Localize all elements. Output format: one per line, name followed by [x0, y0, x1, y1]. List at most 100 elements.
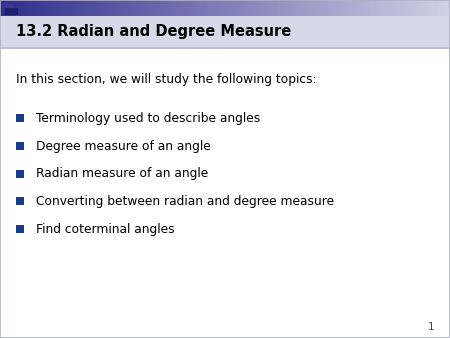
Bar	[230, 0, 232, 16]
Bar	[225, 0, 227, 16]
Bar	[142, 0, 144, 16]
Bar	[425, 0, 428, 16]
Bar	[274, 0, 277, 16]
Bar	[119, 0, 122, 16]
Bar	[124, 0, 126, 16]
Bar	[144, 0, 146, 16]
Bar	[166, 0, 169, 16]
Bar	[133, 0, 135, 16]
Bar	[299, 0, 302, 16]
Bar	[205, 0, 207, 16]
Bar	[333, 0, 335, 16]
Bar	[238, 0, 241, 16]
Bar	[367, 0, 369, 16]
Bar	[187, 0, 189, 16]
Bar	[227, 0, 230, 16]
Bar	[322, 0, 324, 16]
Bar	[4, 4, 13, 7]
Bar	[310, 0, 313, 16]
Bar	[448, 0, 450, 16]
Bar	[338, 0, 340, 16]
Bar	[115, 0, 117, 16]
Bar	[9, 0, 11, 16]
Bar	[281, 0, 284, 16]
Text: Degree measure of an angle: Degree measure of an angle	[36, 140, 211, 152]
Bar	[369, 0, 371, 16]
Bar	[198, 0, 200, 16]
Bar	[223, 0, 225, 16]
Bar	[180, 0, 182, 16]
Bar	[79, 0, 81, 16]
Bar	[331, 0, 333, 16]
Bar	[158, 0, 160, 16]
Bar	[340, 0, 342, 16]
Bar	[418, 0, 421, 16]
Bar	[326, 0, 328, 16]
Bar	[245, 0, 248, 16]
Bar	[423, 0, 425, 16]
Bar	[137, 0, 140, 16]
Bar	[443, 0, 446, 16]
Bar	[308, 0, 310, 16]
Bar	[387, 0, 389, 16]
Bar	[342, 0, 344, 16]
Bar	[376, 0, 378, 16]
Bar	[40, 0, 43, 16]
Bar	[434, 0, 436, 16]
Bar	[38, 0, 40, 16]
Bar	[385, 0, 387, 16]
Bar	[178, 0, 180, 16]
Bar	[108, 0, 110, 16]
Bar	[277, 0, 279, 16]
Bar	[70, 0, 72, 16]
Bar	[396, 0, 398, 16]
Bar	[25, 0, 27, 16]
Bar	[45, 0, 47, 16]
Bar	[380, 0, 382, 16]
Bar	[394, 0, 396, 16]
Bar	[173, 0, 176, 16]
Bar	[356, 0, 358, 16]
Bar	[403, 0, 405, 16]
Text: Converting between radian and degree measure: Converting between radian and degree mea…	[36, 195, 334, 208]
Bar	[196, 0, 198, 16]
Bar	[317, 0, 320, 16]
Bar	[412, 0, 414, 16]
Bar	[400, 0, 403, 16]
Bar	[20, 0, 22, 16]
Bar	[72, 0, 74, 16]
Text: 1: 1	[428, 322, 434, 332]
Bar	[50, 0, 52, 16]
Bar	[263, 0, 266, 16]
Bar	[7, 0, 9, 16]
Bar	[220, 0, 223, 16]
Bar	[14, 0, 16, 16]
Bar	[29, 0, 32, 16]
Bar	[360, 0, 362, 16]
Bar	[90, 0, 92, 16]
Bar	[234, 0, 236, 16]
Bar	[194, 0, 196, 16]
Bar	[202, 0, 205, 16]
Bar	[207, 0, 209, 16]
Bar	[250, 0, 252, 16]
Bar	[421, 0, 423, 16]
Bar	[151, 0, 153, 16]
Bar	[320, 0, 322, 16]
Bar	[288, 0, 290, 16]
Bar	[243, 0, 245, 16]
Bar	[416, 0, 418, 16]
Bar	[128, 0, 130, 16]
Bar	[335, 0, 338, 16]
Bar	[148, 0, 151, 16]
Bar	[295, 0, 297, 16]
Bar	[313, 0, 315, 16]
Bar	[405, 0, 407, 16]
Bar	[54, 0, 56, 16]
Bar	[0, 0, 2, 16]
Text: In this section, we will study the following topics:: In this section, we will study the follo…	[16, 73, 316, 86]
Bar	[27, 0, 29, 16]
Bar	[304, 0, 306, 16]
Bar	[11, 0, 13, 16]
Bar	[349, 0, 351, 16]
